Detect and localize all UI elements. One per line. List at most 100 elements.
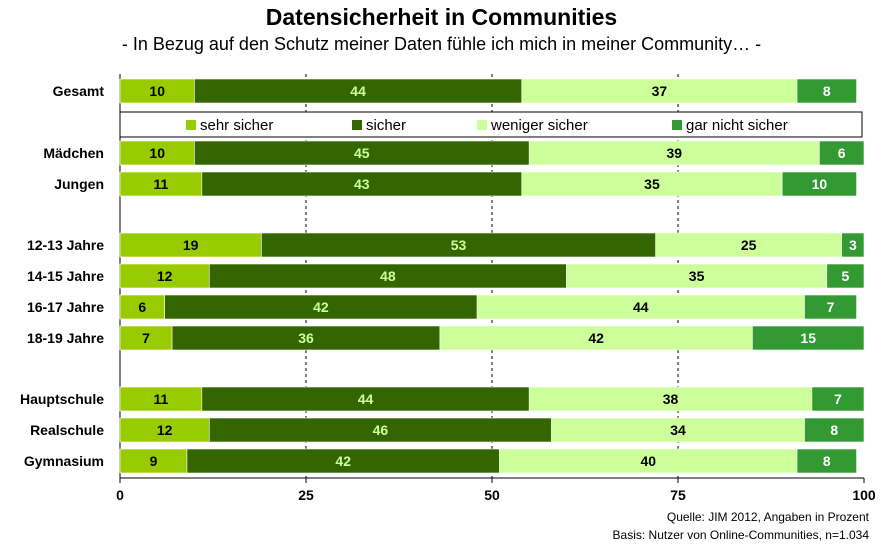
bar-jungen-weniger-sicher: [521, 171, 783, 197]
bar-hauptschule-sicher: [201, 386, 530, 412]
data-label-gymnasium-sehr-sicher: 9: [150, 453, 158, 469]
x-tick-label-0: 0: [116, 487, 124, 503]
data-label-16-17-jahre-sehr-sicher: 6: [138, 299, 146, 315]
data-label-realschule-weniger-sicher: 34: [670, 422, 686, 438]
data-label-12-13-jahre-gar-nicht-sicher: 3: [849, 237, 857, 253]
bar-14-15-jahre-sicher: [208, 263, 567, 289]
bar-16-17-jahre-sehr-sicher: [119, 294, 165, 320]
basis-note: Basis: Nutzer von Online-Communities, n=…: [612, 528, 869, 542]
bar-14-15-jahre-weniger-sicher: [566, 263, 828, 289]
data-label-realschule-sehr-sicher: 12: [157, 422, 173, 438]
bar-12-13-jahre-gar-nicht-sicher: [841, 232, 865, 258]
data-label-16-17-jahre-gar-nicht-sicher: 7: [827, 299, 835, 315]
data-label-14-15-jahre-sehr-sicher: 12: [157, 268, 173, 284]
bar-hauptschule-sehr-sicher: [119, 386, 203, 412]
bar-18-19-jahre-sicher: [171, 325, 441, 351]
category-label-hauptschule: Hauptschule: [20, 391, 104, 407]
legend-swatch-sicher: [352, 120, 362, 130]
x-tick-label-75: 75: [670, 487, 686, 503]
bar-16-17-jahre-gar-nicht-sicher: [804, 294, 857, 320]
data-label-18-19-jahre-weniger-sicher: 42: [588, 330, 604, 346]
data-label-mädchen-gar-nicht-sicher: 6: [838, 145, 846, 161]
bar-gymnasium-gar-nicht-sicher: [796, 448, 857, 474]
data-label-realschule-gar-nicht-sicher: 8: [830, 422, 838, 438]
category-label-realschule: Realschule: [30, 422, 104, 438]
data-label-12-13-jahre-sicher: 53: [451, 237, 467, 253]
data-label-hauptschule-sehr-sicher: 11: [154, 391, 169, 407]
bar-12-13-jahre-weniger-sicher: [655, 232, 842, 258]
legend-box: [119, 111, 863, 138]
data-label-mädchen-sehr-sicher: 10: [149, 145, 165, 161]
category-label-jungen: Jungen: [54, 176, 104, 192]
data-label-gesamt-gar-nicht-sicher: 8: [823, 83, 831, 99]
bar-jungen-gar-nicht-sicher: [781, 171, 857, 197]
bar-realschule-sicher: [208, 417, 552, 443]
data-label-gymnasium-weniger-sicher: 40: [640, 453, 656, 469]
data-label-hauptschule-gar-nicht-sicher: 7: [834, 391, 842, 407]
data-label-gymnasium-sicher: 42: [335, 453, 351, 469]
category-label-12-13-jahre: 12-13 Jahre: [27, 237, 104, 253]
bar-14-15-jahre-sehr-sicher: [119, 263, 210, 289]
bar-16-17-jahre-sicher: [164, 294, 478, 320]
legend-label-weniger-sicher: weniger sicher: [490, 117, 588, 134]
bar-jungen-sehr-sicher: [119, 171, 203, 197]
data-label-gesamt-weniger-sicher: 37: [652, 83, 668, 99]
x-tick-label-25: 25: [298, 487, 314, 503]
bar-18-19-jahre-weniger-sicher: [439, 325, 753, 351]
bar-hauptschule-gar-nicht-sicher: [811, 386, 865, 412]
legend-label-sicher: sicher: [366, 117, 406, 134]
data-label-12-13-jahre-sehr-sicher: 19: [183, 237, 199, 253]
bar-12-13-jahre-sehr-sicher: [119, 232, 262, 258]
legend-swatch-sehr-sicher: [186, 120, 196, 130]
data-label-mädchen-sicher: 45: [354, 145, 370, 161]
data-label-18-19-jahre-sicher: 36: [298, 330, 314, 346]
chart-title: Datensicherheit in Communities: [265, 4, 618, 30]
bar-realschule-gar-nicht-sicher: [804, 417, 865, 443]
legend-swatch-gar-nicht-sicher: [672, 120, 682, 130]
bar-16-17-jahre-weniger-sicher: [476, 294, 805, 320]
category-label-gesamt: Gesamt: [53, 83, 105, 99]
category-label-18-19-jahre: 18-19 Jahre: [27, 330, 104, 346]
category-label-mädchen: Mädchen: [43, 145, 104, 161]
data-label-jungen-weniger-sicher: 35: [644, 176, 660, 192]
data-label-gymnasium-gar-nicht-sicher: 8: [823, 453, 831, 469]
bar-gymnasium-sehr-sicher: [119, 448, 188, 474]
bar-18-19-jahre-gar-nicht-sicher: [752, 325, 865, 351]
legend-label-gar-nicht-sicher: gar nicht sicher: [686, 117, 788, 134]
data-label-16-17-jahre-weniger-sicher: 44: [633, 299, 649, 315]
bar-mädchen-gar-nicht-sicher: [819, 140, 865, 166]
bar-mädchen-weniger-sicher: [528, 140, 820, 166]
data-label-jungen-sehr-sicher: 11: [154, 176, 169, 192]
data-label-12-13-jahre-weniger-sicher: 25: [741, 237, 757, 253]
data-label-14-15-jahre-gar-nicht-sicher: 5: [842, 268, 850, 284]
legend-swatch-weniger-sicher: [477, 120, 487, 130]
bar-gymnasium-weniger-sicher: [499, 448, 798, 474]
data-label-16-17-jahre-sicher: 42: [313, 299, 329, 315]
source-note: Quelle: JIM 2012, Angaben in Prozent: [666, 510, 869, 524]
category-label-gymnasium: Gymnasium: [24, 453, 104, 469]
data-label-hauptschule-weniger-sicher: 38: [663, 391, 679, 407]
data-label-18-19-jahre-gar-nicht-sicher: 15: [800, 330, 816, 346]
legend-label-sehr-sicher: sehr sicher: [200, 117, 273, 134]
bar-realschule-sehr-sicher: [119, 417, 210, 443]
data-label-gesamt-sicher: 44: [350, 83, 366, 99]
category-label-16-17-jahre: 16-17 Jahre: [27, 299, 104, 315]
bar-gesamt-weniger-sicher: [521, 78, 798, 104]
data-label-realschule-sicher: 46: [373, 422, 389, 438]
data-label-gesamt-sehr-sicher: 10: [149, 83, 165, 99]
bar-gesamt-gar-nicht-sicher: [796, 78, 857, 104]
chart-subtitle: - In Bezug auf den Schutz meiner Daten f…: [121, 34, 762, 54]
bar-gymnasium-sicher: [186, 448, 500, 474]
data-label-jungen-gar-nicht-sicher: 10: [812, 176, 828, 192]
data-label-14-15-jahre-sicher: 48: [380, 268, 396, 284]
category-label-14-15-jahre: 14-15 Jahre: [27, 268, 104, 284]
data-label-jungen-sicher: 43: [354, 176, 370, 192]
bar-gesamt-sicher: [194, 78, 523, 104]
bar-hauptschule-weniger-sicher: [528, 386, 813, 412]
bar-12-13-jahre-sicher: [261, 232, 656, 258]
bar-gesamt-sehr-sicher: [119, 78, 195, 104]
data-label-18-19-jahre-sehr-sicher: 7: [142, 330, 150, 346]
x-tick-label-100: 100: [852, 487, 876, 503]
bar-mädchen-sehr-sicher: [119, 140, 195, 166]
